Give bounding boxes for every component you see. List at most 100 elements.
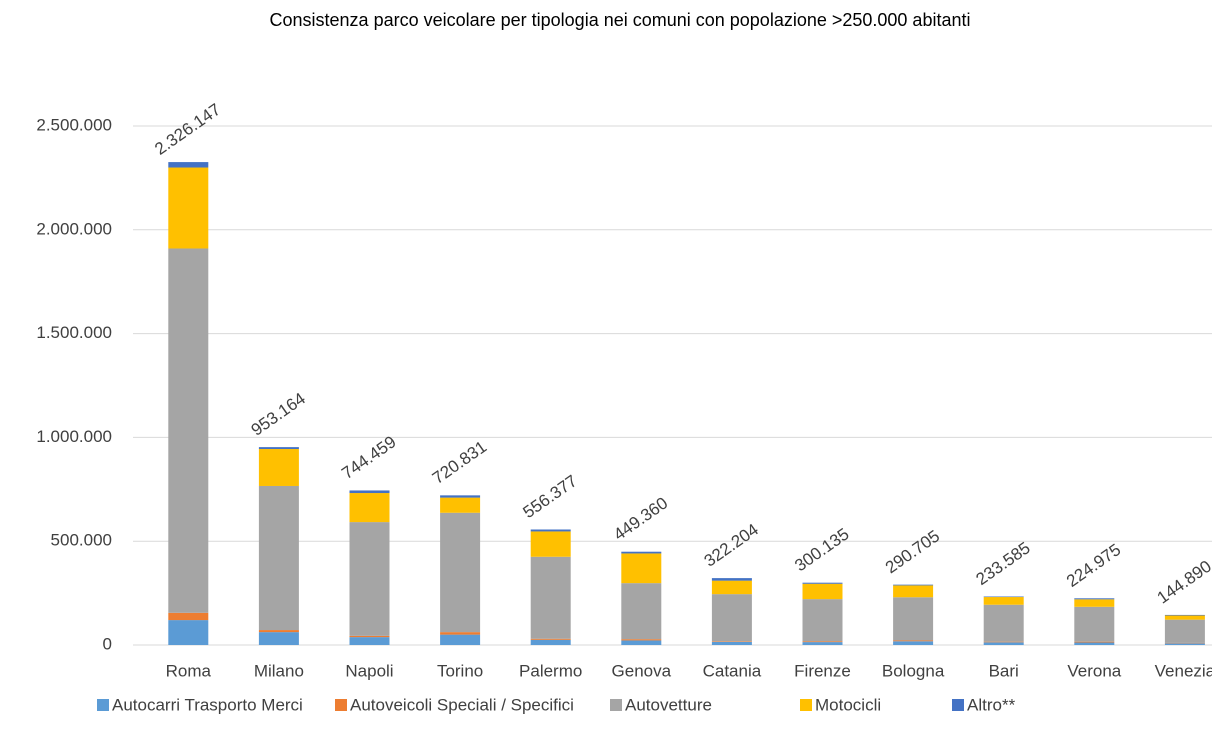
x-tick-label: Catania [703,661,762,680]
x-tick-label: Bologna [882,661,945,680]
bar-segment [711,580,752,595]
total-label: 2.326.147 [151,100,224,159]
total-label: 744.459 [338,432,399,483]
chart-title: Consistenza parco veicolare per tipologi… [270,10,971,30]
total-label: 720.831 [429,437,490,488]
x-tick-label: Roma [166,661,212,680]
bar-segment [802,582,843,584]
bar-segment [168,612,209,621]
x-tick-label: Palermo [519,661,582,680]
bar-segment [1074,606,1115,642]
bar-segment [440,497,481,513]
bar-segment [802,583,843,600]
bar-segment [711,594,752,642]
bar-segment [168,620,209,645]
total-label: 300.135 [791,524,852,575]
bar-segment [258,630,299,633]
bar-segment [1164,619,1205,643]
bar-segment [893,640,934,642]
bar-segment [530,638,571,640]
bar-segment [893,641,934,645]
x-tick-label: Napoli [345,661,393,680]
legend-label: Altro** [967,695,1016,714]
bar-segment [983,604,1024,642]
x-tick-label: Milano [254,661,304,680]
bar-segment [711,641,752,645]
legend-label: Autovetture [625,695,712,714]
x-tick-label: Genova [612,661,672,680]
total-label: 144.890 [1154,557,1212,608]
bar-segment [983,597,1024,605]
y-tick-label: 2.500.000 [36,115,112,134]
bar-segment [349,635,390,638]
legend-swatch [610,699,622,711]
bar-segment [530,556,571,639]
y-tick-label: 2.000.000 [36,219,112,238]
legend-swatch [97,699,109,711]
bar-segment [1074,598,1115,600]
legend-label: Motocicli [815,695,881,714]
bar-segment [621,553,662,584]
bar-segment [983,642,1024,645]
total-label: 224.975 [1063,540,1124,591]
bar-segment [349,493,390,523]
bar-segment [1164,614,1205,616]
bar-segment [349,637,390,645]
bar-segment [258,485,299,631]
bar-segment [711,641,752,642]
bar-segment [168,167,209,249]
total-label: 233.585 [972,538,1033,589]
bar-segment [802,642,843,645]
total-label: 449.360 [610,493,671,544]
bar-segment [621,583,662,640]
legend-label: Autocarri Trasporto Merci [112,695,303,714]
bar-segment [440,634,481,645]
total-label: 290.705 [882,526,943,577]
bar-segment [893,585,934,598]
bar-segment [258,449,299,486]
bar-segment [802,599,843,642]
bar-segment [1074,599,1115,607]
bar-segment [711,578,752,581]
legend-swatch [335,699,347,711]
bar-segment [893,597,934,641]
bar-segment [983,596,1024,598]
bar-segment [168,162,209,168]
bar-segment [530,529,571,532]
bar-segment [1164,643,1205,645]
bar-segment [530,531,571,557]
bar-segment [440,495,481,498]
legend-label: Autoveicoli Speciali / Specifici [350,695,574,714]
total-label: 953.164 [248,389,309,440]
total-label: 556.377 [519,471,580,522]
bar-segment [621,640,662,645]
total-label: 322.204 [701,520,762,571]
bar-segment [530,639,571,645]
bar-segment [258,447,299,450]
bar-segment [802,641,843,643]
x-tick-label: Venezia [1155,661,1212,680]
legend-swatch [952,699,964,711]
y-tick-label: 1.000.000 [36,427,112,446]
legend-swatch [800,699,812,711]
bar-segment [349,490,390,494]
bar-segment [983,641,1024,643]
bar-segment [1074,641,1115,643]
bar-segment [258,632,299,645]
y-tick-label: 0 [103,634,112,653]
bar-segment [893,584,934,586]
x-tick-label: Firenze [794,661,851,680]
x-tick-label: Bari [989,661,1019,680]
bar-segment [1164,615,1205,620]
bar-segment [440,632,481,635]
bar-segment [1074,642,1115,645]
bar-segment [349,522,390,636]
x-tick-label: Verona [1067,661,1121,680]
bar-segment [168,248,209,613]
bar-segment [621,551,662,554]
bar-segment [440,512,481,633]
y-tick-label: 500.000 [51,531,112,550]
x-tick-label: Torino [437,661,483,680]
bar-segment [621,639,662,641]
